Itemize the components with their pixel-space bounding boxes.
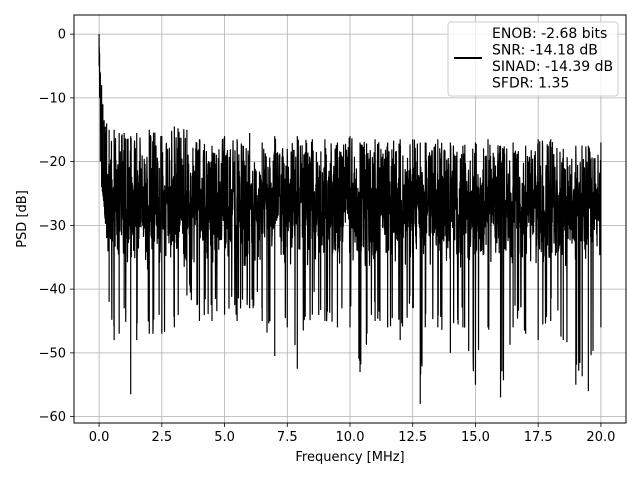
- x-tick-label: 0.0: [89, 430, 110, 445]
- y-tick-label: −40: [39, 283, 66, 298]
- y-tick-label: −50: [39, 346, 66, 361]
- y-axis-label: PSD [dB]: [15, 190, 30, 248]
- x-tick-label: 2.5: [151, 430, 172, 445]
- y-tick-label: −30: [39, 219, 66, 234]
- x-tick-label: 5.0: [214, 430, 235, 445]
- legend-entry-enob: ENOB: -2.68 bits: [492, 26, 607, 42]
- legend-entry-snr: SNR: -14.18 dB: [492, 43, 598, 59]
- x-tick-label: 7.5: [277, 430, 298, 445]
- x-tick-label: 15.0: [461, 430, 490, 445]
- y-tick-label: −60: [39, 410, 66, 425]
- x-tick-label: 12.5: [398, 430, 427, 445]
- y-axis-ticks: 0 −10 −20 −30 −40 −50 −60: [39, 28, 74, 425]
- legend-entry-sfdr: SFDR: 1.35: [492, 76, 569, 92]
- x-axis-ticks: 0.0 2.5 5.0 7.5 10.0 12.5 15.0 17.5 20.0: [89, 423, 615, 445]
- psd-series: [98, 34, 602, 404]
- x-tick-label: 10.0: [336, 430, 365, 445]
- x-tick-label: 17.5: [524, 430, 553, 445]
- y-tick-label: −10: [39, 91, 66, 106]
- y-tick-label: −20: [39, 155, 66, 170]
- legend-entry-sinad: SINAD: -14.39 dB: [492, 59, 613, 75]
- y-tick-label: 0: [58, 28, 66, 43]
- psd-line: [98, 34, 602, 404]
- legend: ENOB: -2.68 bits SNR: -14.18 dB SINAD: -…: [447, 21, 619, 97]
- x-tick-label: 20.0: [586, 430, 615, 445]
- x-axis-label: Frequency [MHz]: [295, 450, 404, 465]
- legend-box: [447, 21, 619, 97]
